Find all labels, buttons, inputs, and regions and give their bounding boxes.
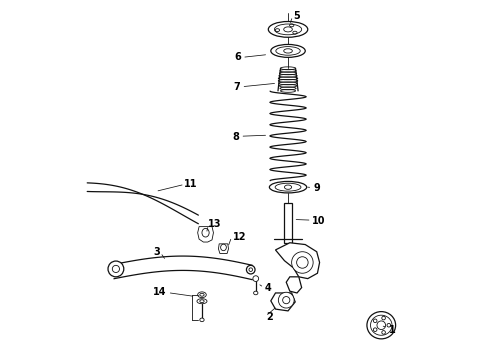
Ellipse shape bbox=[220, 244, 226, 251]
Ellipse shape bbox=[197, 299, 207, 304]
Text: 4: 4 bbox=[265, 283, 271, 293]
Text: 13: 13 bbox=[208, 219, 222, 229]
Ellipse shape bbox=[108, 261, 124, 277]
Text: 9: 9 bbox=[313, 183, 320, 193]
Ellipse shape bbox=[292, 252, 313, 273]
Text: 14: 14 bbox=[153, 287, 167, 297]
Text: 8: 8 bbox=[232, 132, 239, 142]
Polygon shape bbox=[286, 277, 302, 293]
Polygon shape bbox=[275, 243, 319, 279]
Ellipse shape bbox=[197, 292, 206, 298]
Text: 3: 3 bbox=[153, 247, 160, 257]
Text: 7: 7 bbox=[234, 82, 240, 92]
Text: 5: 5 bbox=[294, 11, 300, 21]
Ellipse shape bbox=[367, 312, 395, 339]
Text: 1: 1 bbox=[389, 325, 395, 335]
Ellipse shape bbox=[254, 291, 258, 295]
Bar bbox=[284, 203, 292, 243]
Polygon shape bbox=[271, 293, 295, 311]
Polygon shape bbox=[219, 244, 228, 253]
Ellipse shape bbox=[253, 276, 259, 282]
Text: 11: 11 bbox=[184, 179, 197, 189]
Polygon shape bbox=[197, 226, 214, 242]
Ellipse shape bbox=[278, 292, 294, 308]
Text: 6: 6 bbox=[235, 52, 242, 62]
Text: 12: 12 bbox=[232, 232, 246, 242]
Ellipse shape bbox=[202, 228, 209, 237]
Ellipse shape bbox=[246, 265, 255, 274]
Text: 2: 2 bbox=[266, 312, 272, 322]
Text: 10: 10 bbox=[313, 216, 326, 226]
Ellipse shape bbox=[200, 318, 204, 321]
